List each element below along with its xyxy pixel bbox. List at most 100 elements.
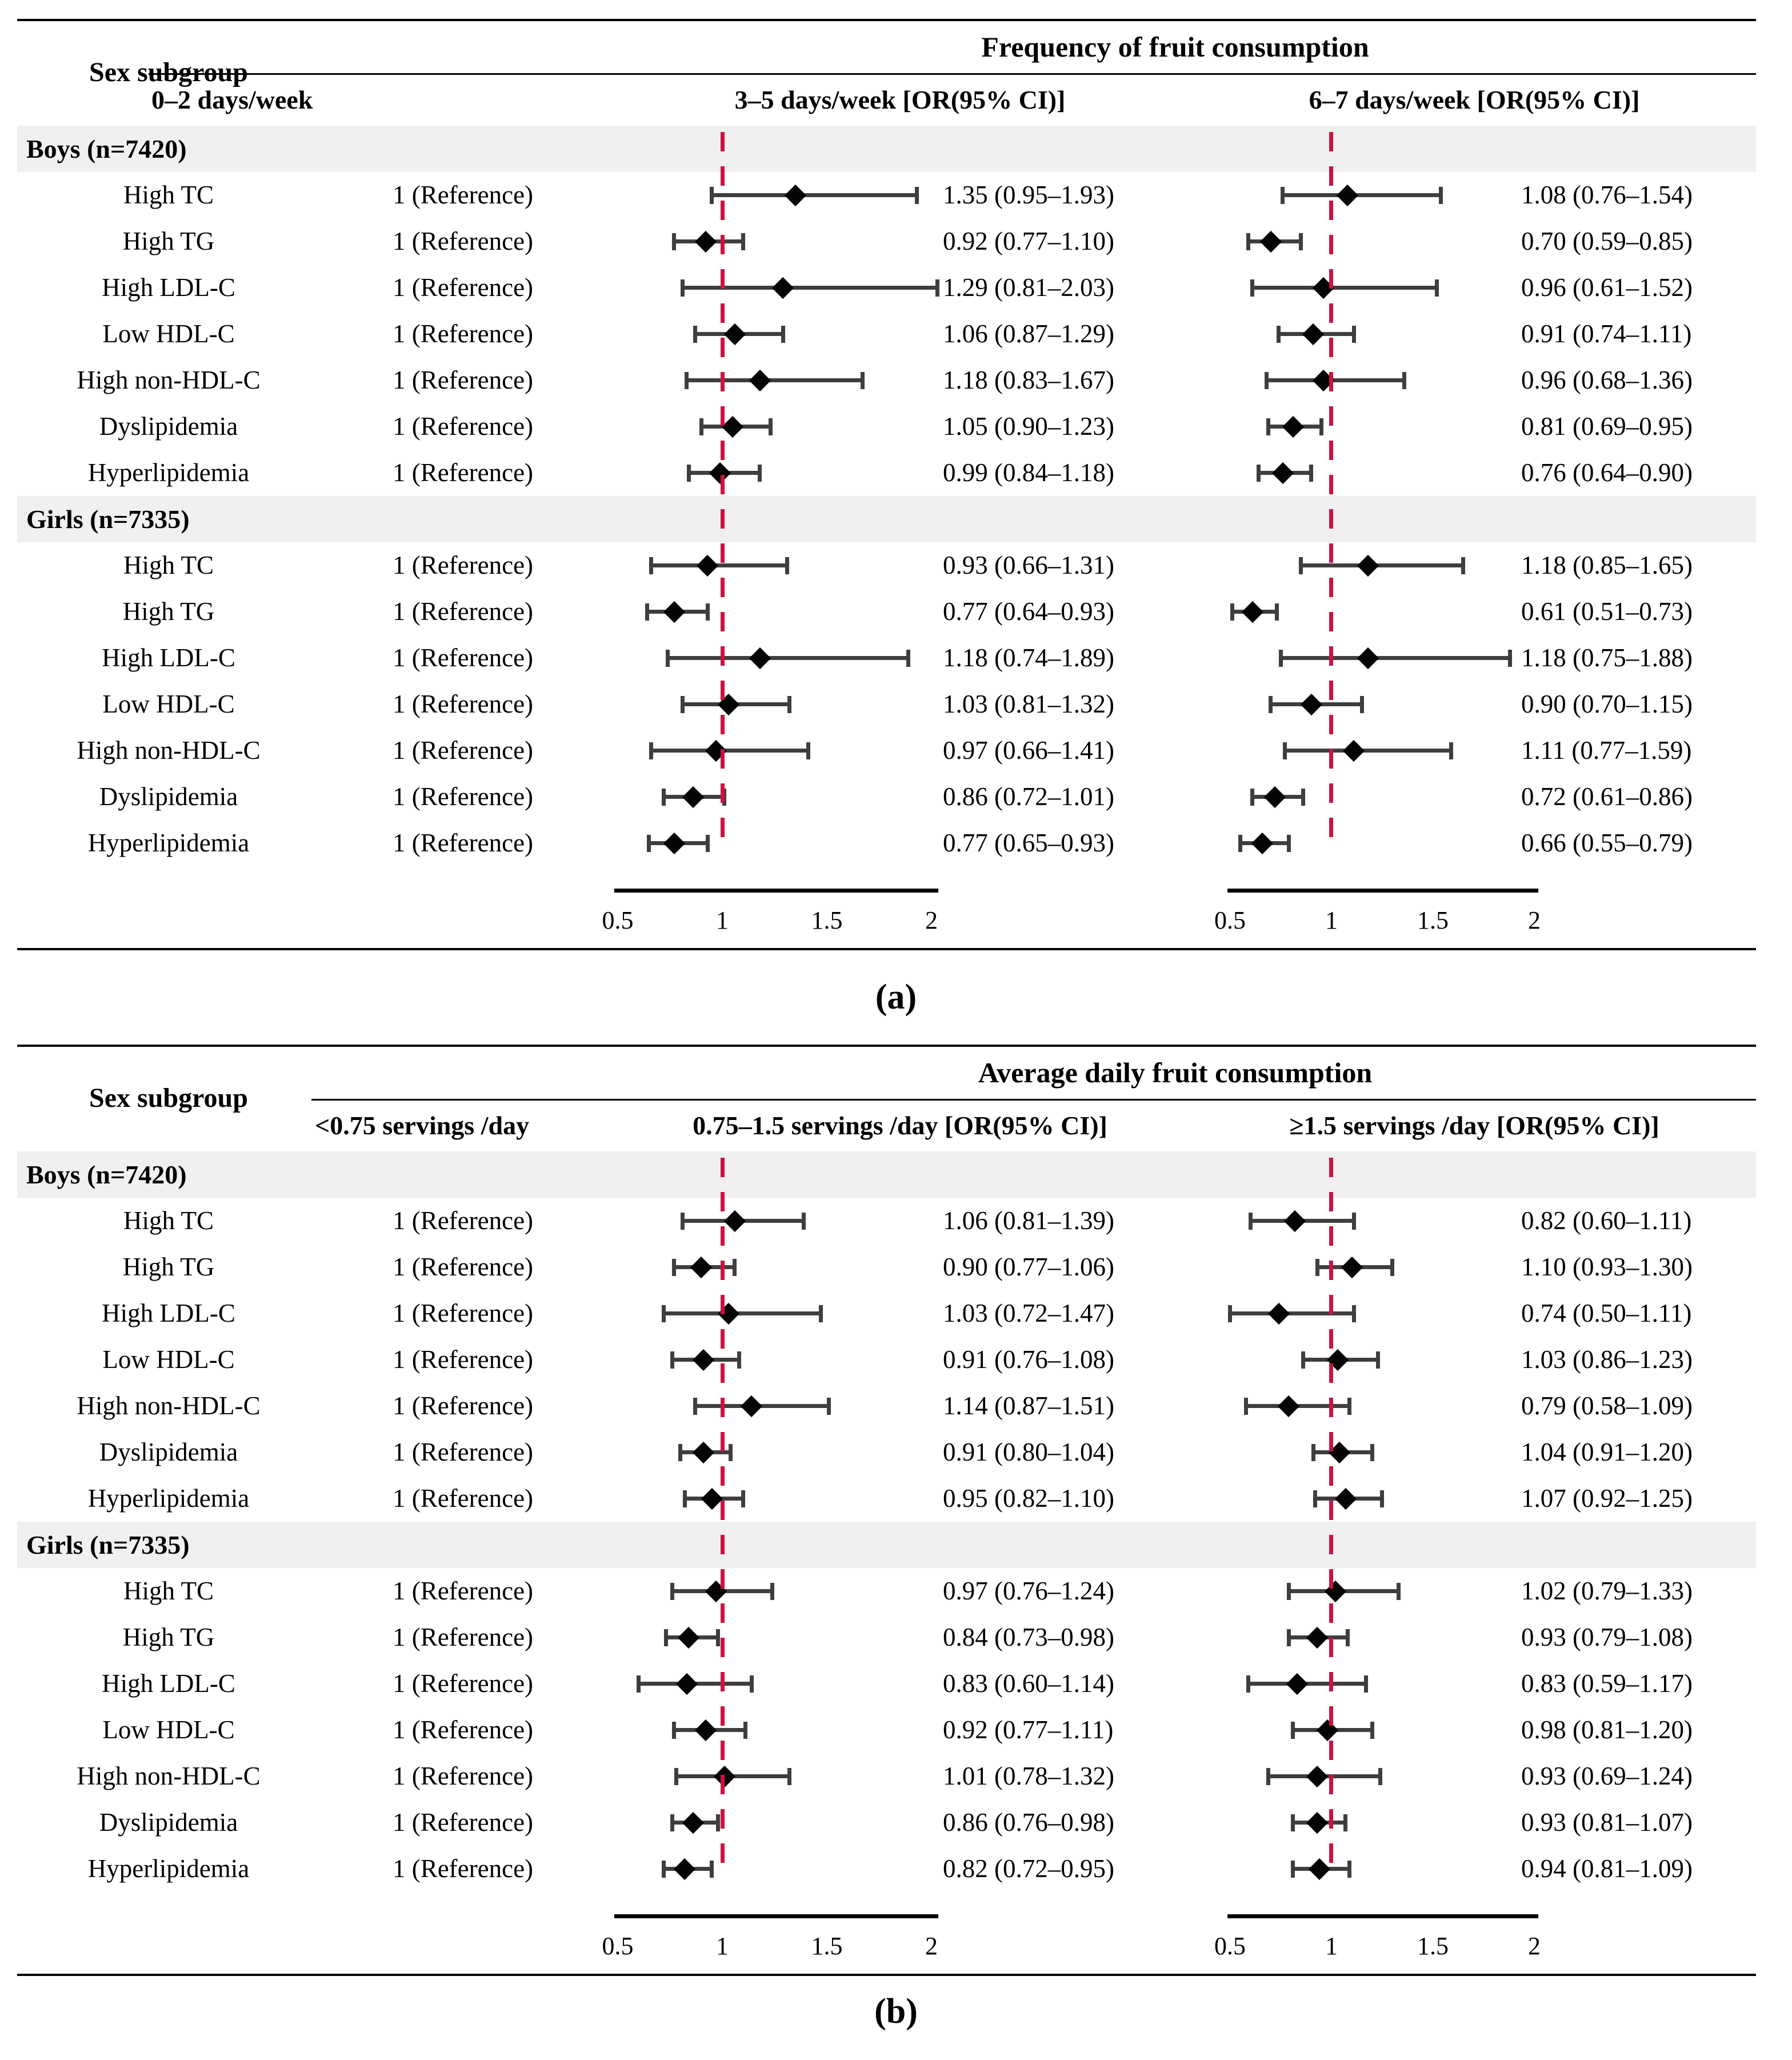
or-diamond-marker: [1282, 415, 1304, 438]
ci-bar: [1281, 656, 1510, 660]
ci-bar: [1301, 563, 1463, 567]
or-diamond-marker: [1357, 647, 1379, 669]
ci-cap-left: [1266, 418, 1271, 435]
panel-caption-b: (b): [874, 1992, 918, 2031]
or-ci-text: 0.94 (0.81–1.09): [1521, 1854, 1693, 1883]
or-diamond-marker: [723, 1210, 746, 1232]
ci-cap-left: [1246, 1675, 1250, 1693]
panel-a: Frequency of fruit consumption Sex subgr…: [0, 19, 1792, 950]
or-diamond-marker: [1357, 554, 1379, 577]
or-ci-text: 0.76 (0.64–0.90): [1521, 458, 1693, 487]
ci-cap-left: [663, 1629, 668, 1646]
group-header-row: Boys (n=7420): [17, 126, 1756, 172]
or-ci-text: 0.97 (0.66–1.41): [943, 736, 1114, 765]
top-rule: [17, 1045, 1756, 1047]
or-diamond-marker: [1259, 230, 1282, 253]
ci-cap-left: [649, 742, 654, 759]
ci-cap-left: [710, 186, 714, 204]
bottom-rule: [17, 1974, 1756, 1976]
title-underline-rule: [311, 1099, 1756, 1101]
or-ci-text: 0.86 (0.76–0.98): [943, 1808, 1114, 1837]
or-ci-text: 0.77 (0.65–0.93): [943, 829, 1114, 857]
row-label: Low HDL-C: [102, 1715, 235, 1744]
axis-tick-label: 0.5: [1214, 906, 1246, 934]
ci-cap-right: [785, 557, 789, 574]
or-ci-text: 0.98 (0.81–1.20): [1521, 1715, 1693, 1744]
or-diamond-marker: [1284, 1210, 1306, 1232]
ci-bar: [686, 378, 863, 382]
axis-line: [614, 1914, 938, 1918]
reference-value: 1 (Reference): [392, 551, 534, 579]
ci-cap-right: [1299, 233, 1303, 250]
ci-cap-right: [758, 464, 762, 482]
ci-cap-right: [1461, 557, 1466, 574]
ci-cap-right: [935, 279, 940, 297]
reference-value: 1 (Reference): [392, 273, 534, 302]
or-ci-text: 0.82 (0.60–1.11): [1521, 1206, 1692, 1235]
ci-cap-right: [1396, 1582, 1401, 1600]
ci-cap-right: [1286, 834, 1291, 852]
or-ci-text: 1.03 (0.72–1.47): [943, 1299, 1114, 1327]
or-diamond-marker: [785, 184, 807, 206]
top-rule: [17, 19, 1756, 21]
or-ci-text: 1.18 (0.75–1.88): [1521, 643, 1693, 672]
row-label: High LDL-C: [102, 273, 235, 302]
or-ci-text: 1.01 (0.78–1.32): [943, 1762, 1114, 1790]
row-label: High TC: [123, 1206, 214, 1235]
axis-tick-label: 2: [925, 1932, 938, 1960]
ci-bar: [711, 193, 917, 197]
ci-cap-right: [1309, 464, 1313, 482]
or-ci-text: 0.96 (0.61–1.52): [1521, 273, 1693, 302]
ci-cap-left: [662, 1860, 666, 1878]
reference-value: 1 (Reference): [392, 1391, 534, 1420]
or-ci-text: 1.10 (0.93–1.30): [1521, 1253, 1693, 1281]
or-ci-text: 0.93 (0.79–1.08): [1521, 1623, 1693, 1651]
row-label: Dyslipidemia: [99, 782, 238, 811]
ci-cap-left: [1269, 695, 1273, 713]
axis-line: [614, 889, 938, 893]
reference-value: 1 (Reference): [392, 736, 534, 765]
ci-cap-left: [1291, 1814, 1295, 1831]
axis-tick-label: 1: [1325, 1932, 1338, 1960]
ci-cap-left: [666, 649, 670, 667]
group-label: Boys (n=7420): [26, 1160, 187, 1189]
ci-cap-left: [1250, 279, 1255, 297]
group-label: Girls (n=7335): [26, 1530, 190, 1559]
row-label: Dyslipidemia: [99, 412, 238, 441]
or-diamond-marker: [1302, 323, 1325, 345]
ci-cap-left: [670, 1582, 674, 1600]
ci-cap-right: [1351, 1305, 1356, 1322]
or-ci-text: 0.93 (0.66–1.31): [943, 551, 1114, 579]
or-diamond-marker: [674, 1858, 696, 1880]
or-diamond-marker: [1241, 601, 1263, 623]
or-ci-text: 0.99 (0.84–1.18): [943, 458, 1114, 487]
ci-cap-right: [787, 695, 791, 713]
ci-cap-right: [1378, 1767, 1382, 1785]
or-ci-text: 0.93 (0.69–1.24): [1521, 1762, 1693, 1790]
ci-cap-left: [674, 1767, 678, 1785]
or-diamond-marker: [692, 1349, 715, 1371]
ci-cap-left: [1313, 1490, 1318, 1507]
ci-bar: [1282, 193, 1441, 197]
ci-cap-right: [716, 1629, 721, 1646]
row-label: High TG: [122, 227, 215, 255]
or-ci-text: 1.05 (0.90–1.23): [943, 412, 1114, 441]
reference-value: 1 (Reference): [392, 643, 534, 672]
or-ci-text: 0.92 (0.77–1.11): [943, 1715, 1114, 1744]
or-diamond-marker: [697, 554, 719, 577]
ci-cap-right: [1359, 695, 1364, 713]
ci-cap-left: [662, 788, 666, 806]
row-label: Hyperlipidemia: [87, 1854, 250, 1883]
ci-cap-right: [860, 371, 865, 389]
or-ci-text: 0.90 (0.77–1.06): [943, 1253, 1114, 1281]
or-ci-text: 1.11 (0.77–1.59): [1521, 736, 1692, 765]
or-diamond-marker: [1337, 184, 1359, 206]
panel-caption-a: (a): [875, 978, 917, 1017]
ci-cap-left: [680, 279, 685, 297]
or-ci-text: 0.83 (0.59–1.17): [1521, 1669, 1693, 1698]
reference-value: 1 (Reference): [392, 181, 534, 209]
ci-cap-left: [678, 1443, 683, 1461]
ci-cap-left: [1299, 557, 1303, 574]
group-header-row: Boys (n=7420): [17, 1151, 1756, 1198]
or-ci-text: 1.02 (0.79–1.33): [1521, 1577, 1693, 1605]
